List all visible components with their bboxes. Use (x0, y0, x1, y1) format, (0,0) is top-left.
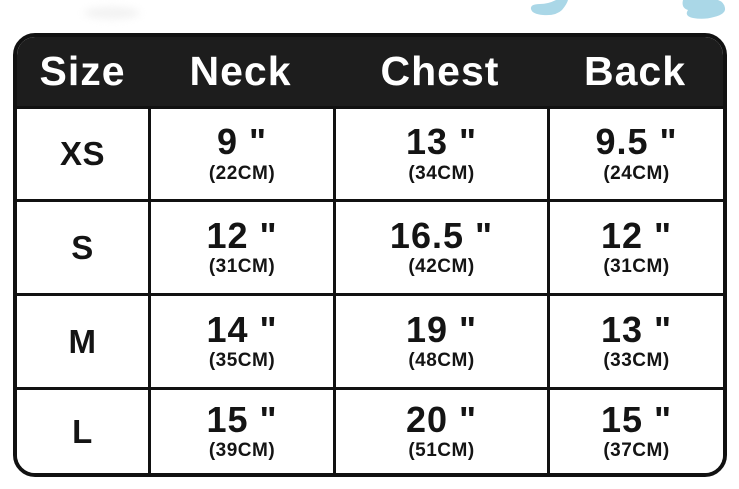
size-label-s: S (17, 199, 148, 293)
cm-value: (22CM) (208, 162, 276, 184)
inches-value: 16.5 " (389, 214, 494, 256)
size-value: M (68, 322, 97, 360)
size-label-xs: XS (17, 106, 148, 199)
inches-value: 12 " (600, 214, 673, 256)
size-label-l: L (17, 387, 148, 473)
cell-s-chest: 16.5 " (42CM) (333, 199, 547, 293)
cm-value: (42CM) (408, 256, 475, 278)
column-header-neck: Neck (148, 37, 333, 106)
cm-value: (51CM) (408, 440, 475, 462)
cell-xs-neck: 9 " (22CM) (148, 106, 333, 199)
cm-value: (24CM) (603, 162, 670, 184)
inches-value: 12 " (206, 214, 278, 256)
column-header-size: Size (17, 37, 148, 106)
inches-value: 15 " (206, 398, 278, 440)
cell-l-neck: 15 " (39CM) (148, 387, 333, 473)
size-value: S (71, 228, 94, 266)
size-value: XS (59, 135, 106, 172)
cell-l-back: 15 " (37CM) (547, 387, 723, 473)
size-value: L (72, 412, 93, 450)
size-label-m: M (17, 293, 148, 387)
size-chart-table: Size Neck Chest Back XS 9 " (22CM) 13 " … (13, 33, 727, 477)
cell-s-neck: 12 " (31CM) (148, 199, 333, 293)
inches-value: 20 " (405, 398, 478, 440)
cell-m-chest: 19 " (48CM) (333, 293, 547, 387)
inches-value: 19 " (405, 308, 478, 350)
cell-m-neck: 14 " (35CM) (148, 293, 333, 387)
cell-xs-chest: 13 " (34CM) (333, 106, 547, 199)
cm-value: (37CM) (603, 440, 670, 462)
inches-value: 15 " (600, 398, 673, 440)
cm-value: (33CM) (603, 350, 670, 372)
cell-m-back: 13 " (33CM) (547, 293, 723, 387)
cm-value: (31CM) (603, 256, 670, 278)
cm-value: (48CM) (408, 350, 475, 372)
cell-s-back: 12 " (31CM) (547, 199, 723, 293)
inches-value: 9.5 " (595, 121, 678, 163)
cm-value: (34CM) (408, 162, 475, 184)
cm-value: (31CM) (208, 256, 276, 278)
cell-xs-back: 9.5 " (24CM) (547, 106, 723, 199)
cm-value: (35CM) (208, 350, 276, 372)
inches-value: 13 " (600, 308, 673, 350)
inches-value: 13 " (405, 121, 478, 163)
column-header-back: Back (547, 37, 723, 106)
scan-smudge (84, 7, 140, 19)
column-header-chest: Chest (333, 37, 547, 106)
cm-value: (39CM) (208, 440, 276, 462)
inches-value: 9 " (216, 121, 268, 163)
cell-l-chest: 20 " (51CM) (333, 387, 547, 473)
inches-value: 14 " (206, 308, 278, 350)
